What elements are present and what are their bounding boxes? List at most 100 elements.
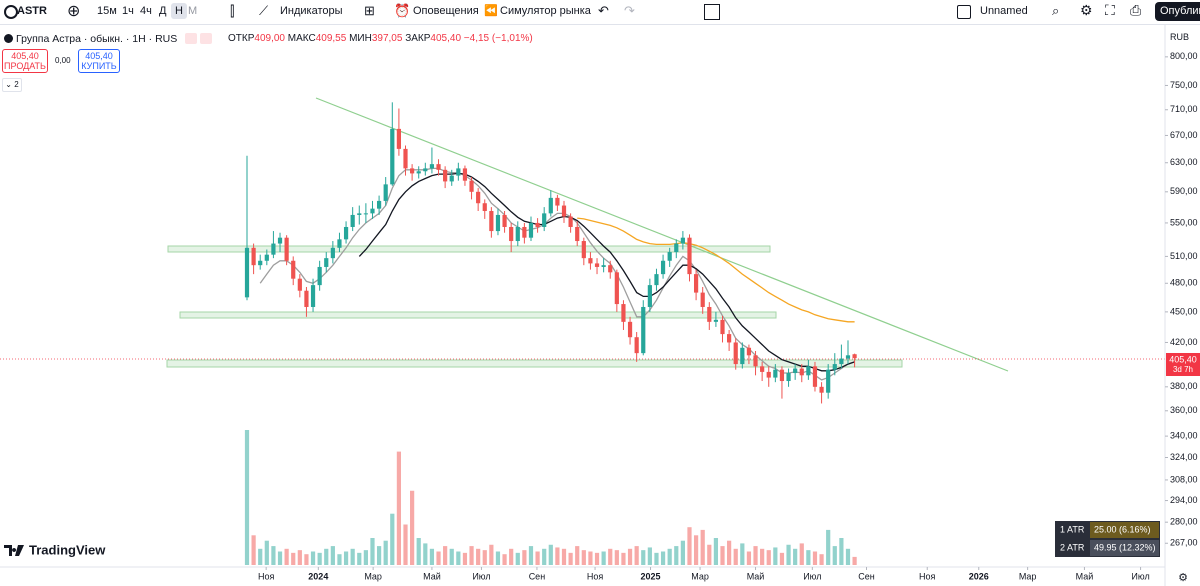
candle-body — [812, 366, 818, 387]
volume-bar — [634, 546, 639, 565]
volume-bar — [317, 552, 322, 565]
open-label: ОТКР — [228, 33, 255, 44]
candle-body — [251, 247, 256, 266]
volume-bar — [515, 552, 520, 565]
fullscreen-icon[interactable] — [704, 4, 720, 20]
volume-bar — [370, 538, 375, 565]
alert-icon[interactable]: ⏰ — [394, 3, 411, 18]
quick-search[interactable]: ⌕ — [1052, 3, 1060, 18]
candle-body — [310, 285, 316, 307]
x-tick-label: Мар — [364, 571, 382, 581]
interval[interactable]: М — [188, 5, 198, 17]
symbol-name: Группа Астра · обыкн. · 1Н · RUS — [16, 33, 178, 45]
volume-bar — [627, 548, 633, 565]
volume-bar — [310, 551, 316, 565]
layout-name[interactable]: Unnamed — [980, 5, 1028, 17]
replay-button[interactable]: Симулятор рынка — [500, 5, 591, 17]
add-symbol[interactable]: ⊕ — [67, 3, 81, 20]
interval[interactable]: 15м — [97, 5, 117, 17]
volume-bar — [660, 551, 666, 565]
trend-line — [315, 97, 1009, 372]
chart-type-icon[interactable]: ⫿ — [230, 3, 235, 19]
candle-layer — [244, 102, 857, 404]
publish-label[interactable]: Опубликовать — [1160, 5, 1200, 17]
y-tick-label: 324,00 — [1170, 452, 1198, 462]
candle-body — [733, 342, 738, 365]
atr-cell — [1090, 522, 1159, 538]
volume-bar — [740, 543, 745, 565]
indicators-button[interactable]: Индикаторы — [280, 5, 343, 17]
replay-icon[interactable]: ⏪ — [484, 5, 498, 17]
candle-body — [396, 128, 402, 149]
candle-body — [330, 247, 335, 259]
symbol-logo — [4, 34, 13, 43]
y-tick-label: 420,00 — [1170, 337, 1198, 347]
axis-settings[interactable]: ⚙ — [1178, 572, 1188, 584]
candle-body — [350, 214, 355, 227]
interval[interactable]: Д — [159, 5, 167, 17]
moving-average — [577, 217, 855, 323]
candle-body — [845, 355, 851, 359]
candle-body — [528, 222, 534, 238]
volume-bar — [852, 556, 857, 565]
candle-body — [284, 237, 289, 261]
candle-body — [819, 386, 824, 393]
volume-bar — [495, 551, 501, 565]
sell-price[interactable]: 405,40 — [11, 51, 39, 61]
fullscreen[interactable]: ⛶ — [1105, 2, 1115, 18]
volume-bar — [575, 546, 580, 565]
interval-active[interactable]: Н — [171, 3, 187, 19]
volume-bar — [383, 540, 388, 565]
currency: RUB — [1170, 32, 1189, 42]
publish-button[interactable]: Опубликовать — [1155, 2, 1200, 21]
x-tick-label: Июл — [472, 571, 490, 581]
snapshot[interactable]: ⎙ — [1130, 2, 1142, 18]
candle-body — [304, 290, 309, 307]
volume-bar — [291, 552, 296, 565]
y-tick-label: 308,00 — [1170, 474, 1198, 484]
search-icon[interactable] — [4, 5, 18, 19]
layout-checkbox[interactable] — [957, 5, 971, 19]
candle-body — [561, 205, 567, 217]
change: −4,15 (−1,01%) — [463, 33, 533, 44]
volume-bar — [680, 540, 685, 565]
redo[interactable]: ↷ — [624, 3, 635, 18]
low-value: 397,05 — [371, 33, 403, 44]
y-tick-label: 360,00 — [1170, 405, 1198, 415]
candle-body — [700, 292, 705, 307]
candle-body — [522, 226, 527, 238]
support-zone — [166, 359, 903, 368]
candle-body — [416, 171, 421, 174]
volume-bar — [832, 546, 837, 565]
candle-body — [779, 369, 785, 382]
candle-body — [509, 226, 514, 242]
settings-icon[interactable]: ⚙ — [1080, 2, 1093, 18]
volume-bar — [707, 544, 712, 565]
candle-body — [667, 252, 672, 261]
panes-count[interactable]: 2 — [14, 80, 19, 89]
candle-body — [343, 226, 349, 240]
templates-icon[interactable]: ⊞ — [364, 3, 375, 18]
buy-price[interactable]: 405,40 — [85, 51, 113, 61]
candle-body — [621, 304, 626, 322]
price-tag — [1166, 353, 1200, 376]
symbol[interactable]: ASTR — [17, 5, 47, 17]
volume-bar — [330, 546, 335, 565]
buy-label[interactable]: КУПИТЬ — [81, 61, 117, 71]
undo[interactable]: ↶ — [598, 3, 609, 18]
buy-button[interactable]: 405,40 КУПИТЬ — [78, 49, 120, 73]
sell-label[interactable]: ПРОДАТЬ — [4, 61, 46, 71]
x-tick-label: 2026 — [969, 571, 989, 581]
indicators-icon[interactable]: ⟋ — [259, 3, 269, 18]
candle-body — [647, 285, 652, 307]
candle-body — [535, 222, 540, 227]
alerts-button[interactable]: Оповещения — [413, 5, 479, 17]
volume-bar — [588, 551, 593, 565]
volume-bar — [542, 548, 547, 565]
sell-button[interactable]: 405,40 ПРОДАТЬ — [2, 49, 48, 73]
interval[interactable]: 1ч — [122, 5, 134, 17]
panes-badge[interactable]: ⌄ 2 — [2, 78, 22, 92]
candle-body — [806, 366, 811, 376]
interval[interactable]: 4ч — [140, 5, 152, 17]
volume-bar — [568, 552, 573, 565]
